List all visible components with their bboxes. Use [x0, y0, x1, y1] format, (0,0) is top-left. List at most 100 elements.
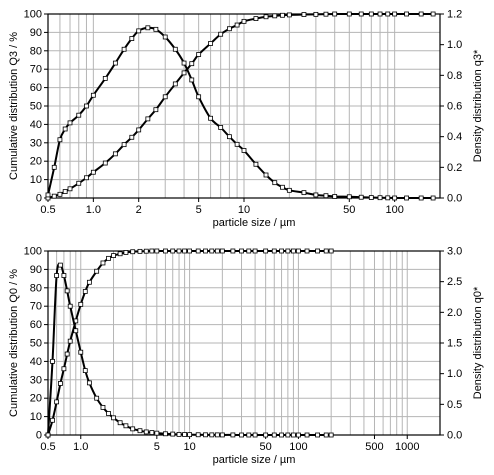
- x-tick-label: 5: [196, 204, 202, 216]
- data-point: [323, 11, 329, 17]
- data-point: [50, 358, 55, 364]
- y-tick-label: 10: [30, 174, 42, 186]
- gridlines-1: [47, 250, 441, 436]
- data-point: [263, 172, 269, 178]
- y-tick-label: 90: [30, 27, 42, 39]
- data-point: [170, 248, 176, 254]
- series-line-right: [47, 26, 434, 200]
- data-point: [263, 432, 269, 438]
- data-point: [172, 81, 178, 87]
- y2-tick-label: 0.0: [447, 193, 462, 205]
- data-point: [219, 248, 225, 254]
- data-point: [64, 351, 70, 357]
- data-point: [182, 248, 188, 254]
- y-tick-label: 80: [30, 282, 42, 294]
- data-point: [214, 248, 220, 254]
- data-point: [182, 432, 188, 437]
- x-tick-label: 2: [136, 204, 142, 216]
- data-point: [272, 180, 278, 186]
- y2-tick-label: 2.5: [447, 276, 462, 288]
- data-point: [358, 11, 364, 17]
- x-tick-label: 50: [343, 204, 355, 216]
- data-point: [377, 11, 383, 17]
- data-point: [163, 431, 168, 437]
- data-point: [328, 432, 334, 438]
- data-point: [196, 52, 202, 57]
- y-tick-label: 30: [30, 137, 42, 149]
- y-axis-label: Cumulative distribution Q3 / %: [8, 32, 20, 180]
- data-point: [208, 41, 213, 46]
- data-point: [253, 16, 259, 22]
- data-point: [246, 248, 252, 254]
- y-tick-label: 0: [36, 430, 42, 442]
- data-point: [153, 107, 159, 113]
- data-point: [121, 46, 127, 52]
- data-point: [219, 432, 225, 438]
- data-point: [239, 248, 244, 254]
- data-point: [272, 13, 278, 19]
- y-tick-label: 60: [30, 319, 42, 331]
- data-point: [304, 248, 310, 254]
- data-point: [111, 415, 116, 421]
- data-point: [291, 432, 296, 438]
- y-tick-label: 100: [24, 246, 42, 258]
- series-line-left: [47, 249, 332, 436]
- y-tick-label: 20: [30, 393, 42, 405]
- data-point: [280, 12, 285, 18]
- data-point: [218, 125, 224, 130]
- data-point: [50, 417, 55, 423]
- data-point: [143, 429, 149, 435]
- data-point: [102, 160, 108, 166]
- data-point: [227, 26, 232, 32]
- y-tick-label: 50: [30, 338, 42, 350]
- series-line-right: [47, 263, 332, 437]
- x-tick-label: 100: [289, 441, 307, 453]
- data-point: [230, 432, 236, 438]
- data-point: [94, 395, 100, 401]
- data-point: [90, 169, 96, 175]
- x-axis-label: particle size / µm: [213, 454, 296, 466]
- data-point: [90, 92, 96, 98]
- y2-tick-label: 3.0: [447, 246, 462, 258]
- x-tick-label: 0.5: [40, 441, 55, 453]
- data-point: [54, 399, 60, 405]
- x-tick-label: 1.0: [86, 204, 101, 216]
- data-point: [123, 250, 129, 255]
- data-point: [385, 195, 391, 201]
- data-point: [280, 184, 285, 190]
- data-point: [62, 189, 68, 194]
- data-point: [149, 248, 155, 254]
- data-point: [392, 11, 398, 17]
- data-point: [62, 126, 68, 132]
- data-point: [153, 26, 159, 32]
- data-point: [279, 248, 284, 254]
- y2-tick-label: 0.5: [447, 399, 462, 411]
- data-point: [86, 380, 92, 386]
- y2-tick-label: 0.8: [447, 70, 462, 82]
- data-point: [315, 248, 320, 254]
- y-axis-label: Cumulative distribution Q0 / %: [8, 269, 20, 417]
- x-tick-label: 10: [183, 441, 195, 453]
- data-point: [76, 180, 82, 186]
- data-point: [313, 192, 319, 198]
- data-point: [137, 248, 143, 254]
- y2-tick-label: 2.0: [447, 307, 462, 319]
- data-point: [117, 420, 123, 426]
- series-0-left: [45, 11, 436, 201]
- data-point: [129, 134, 135, 140]
- data-point: [418, 195, 424, 201]
- data-point: [187, 248, 192, 254]
- data-point: [154, 248, 160, 254]
- data-point: [304, 432, 310, 438]
- data-point: [253, 161, 259, 167]
- data-point: [332, 194, 338, 199]
- x-tick-label: 100: [385, 204, 403, 216]
- data-point: [234, 141, 240, 147]
- data-point: [214, 432, 220, 438]
- y2-tick-label: 0.4: [447, 131, 462, 143]
- y2-tick-label: 0.6: [447, 101, 462, 113]
- data-point: [51, 164, 57, 170]
- data-point: [86, 279, 92, 285]
- data-point: [137, 428, 143, 434]
- data-point: [230, 248, 236, 254]
